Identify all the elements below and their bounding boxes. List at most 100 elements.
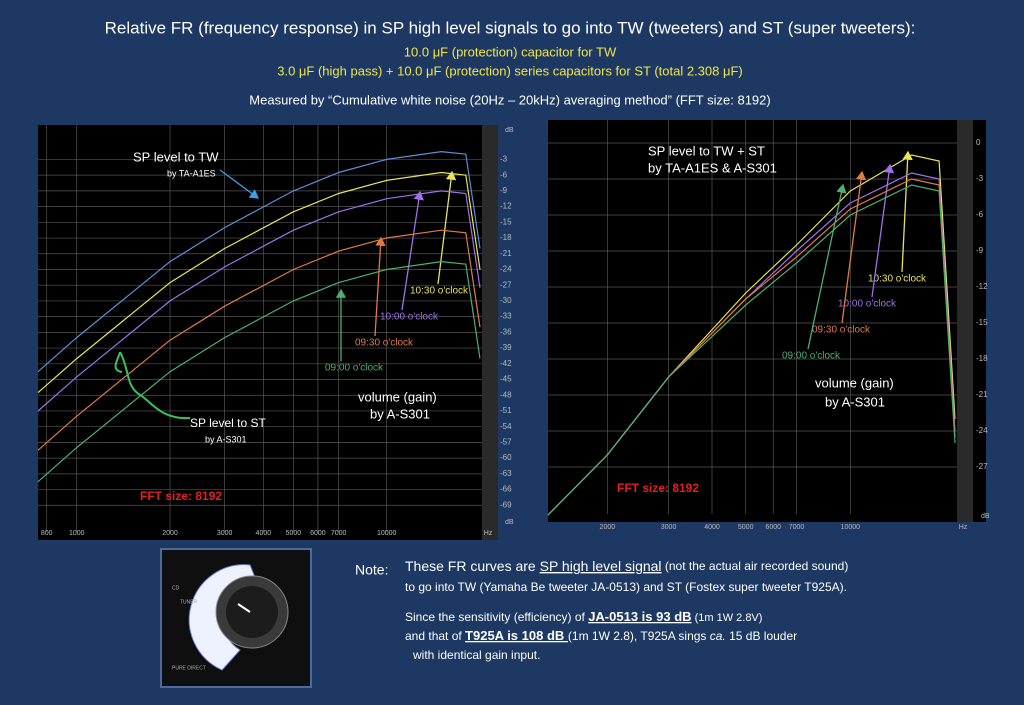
x-tick-label: 5000: [286, 530, 302, 537]
note-label: Note:: [355, 562, 388, 578]
subtitle: 10.0 μF (protection) capacitor for TW: [404, 44, 617, 59]
series-label: 10:00 o'clock: [380, 312, 439, 323]
y-tick-label: -12: [500, 202, 512, 211]
axis-unit: dB: [981, 513, 990, 520]
subtitle: 3.0 μF (high pass) + 10.0 μF (protection…: [277, 63, 743, 78]
y-tick-label: -15: [500, 217, 512, 226]
subtitle: Measured by “Cumulative white noise (20H…: [249, 92, 770, 107]
x-tick-label: 3000: [217, 530, 233, 537]
annotation: FFT size: 8192: [617, 481, 699, 495]
x-tick-label: 5000: [738, 524, 754, 531]
y-tick-label: -27: [500, 280, 512, 289]
x-tick-label: 3000: [661, 524, 677, 531]
series-line: [37, 260, 481, 483]
y-tick-label: -57: [500, 438, 512, 447]
note-text: (1m 1W 2.8V): [692, 612, 763, 624]
y-tick-label: -36: [500, 327, 512, 336]
annotation: by A-S301: [825, 394, 885, 409]
note-text: and that of T925A is 108 dB (1m 1W 2.8),…: [405, 628, 797, 643]
annotation: FFT size: 8192: [140, 489, 222, 503]
plot-frame: [548, 120, 986, 522]
note-text: SP high level signal: [540, 558, 662, 574]
y-tick-label: 0: [976, 138, 981, 147]
series-label: 09:30 o'clock: [355, 338, 414, 349]
title: Relative FR (frequency response) in SP h…: [105, 18, 916, 37]
y-tick-label: -18: [976, 354, 988, 363]
note-text: ca.: [710, 629, 726, 643]
x-tick-label: 10000: [377, 530, 397, 537]
series-line: [547, 184, 956, 516]
annotation: SP level to TW + ST: [648, 143, 765, 158]
arrow: [901, 150, 913, 273]
series-label: 10:30 o'clock: [410, 286, 469, 297]
y-tick-label: -24: [976, 426, 988, 435]
arrow: [437, 170, 457, 285]
axis-unit: Hz: [959, 524, 968, 531]
y-tick-label: -33: [500, 312, 512, 321]
y-tick-label: -15: [976, 318, 988, 327]
y-tick-label: -3: [500, 155, 508, 164]
annotation: by A-S301: [370, 406, 430, 421]
y-tick-label: -45: [500, 375, 512, 384]
y-tick-label: -6: [976, 210, 984, 219]
annotation: by A-S301: [205, 434, 247, 444]
y-tick-label: -63: [500, 469, 512, 478]
arrow: [841, 170, 867, 324]
note-text: These FR curves are: [405, 558, 540, 574]
y-tick-label: -60: [500, 453, 512, 462]
photo-label: CD: [172, 585, 180, 591]
x-tick-label: 6000: [310, 530, 326, 537]
x-tick-label: 800: [41, 530, 53, 537]
x-tick-label: 1000: [69, 530, 85, 537]
note-text: (1m 1W 2.8), T925A sings: [568, 629, 710, 643]
note-text: T925A is 108 dB: [465, 628, 568, 643]
y-tick-label: -54: [500, 422, 512, 431]
axis-strip: [957, 120, 973, 522]
annotation: by TA-A1ES & A-S301: [648, 160, 777, 175]
x-tick-label: 4000: [704, 524, 720, 531]
y-tick-label: -3: [976, 174, 984, 183]
y-tick-label: -51: [500, 406, 512, 415]
y-tick-label: -39: [500, 343, 512, 352]
y-tick-label: -30: [500, 296, 512, 305]
series-label: 09:30 o'clock: [812, 325, 871, 336]
x-tick-label: 7000: [789, 524, 805, 531]
photo-label: TUNER: [180, 599, 198, 605]
annotation: SP level to ST: [190, 416, 266, 430]
axis-unit: dB: [505, 519, 514, 526]
y-tick-label: -18: [500, 233, 512, 242]
y-tick-label: -12: [976, 282, 988, 291]
note-text: to go into TW (Yamaha Be tweeter JA-0513…: [405, 580, 847, 594]
note-text: Since the sensitivity (efficiency) of: [405, 610, 588, 624]
series-label: SP level to TW: [133, 149, 219, 164]
annotation: volume (gain): [815, 375, 894, 390]
arrow: [807, 183, 847, 350]
x-tick-label: 2000: [162, 530, 178, 537]
x-tick-label: 7000: [331, 530, 347, 537]
note-text: and that of: [405, 629, 465, 643]
arrow: [374, 236, 386, 337]
note-text: These FR curves are SP high level signal…: [405, 558, 848, 574]
knob-pointer: [237, 603, 251, 613]
y-tick-label: -69: [500, 500, 512, 509]
bracket: [114, 351, 191, 420]
arrow: [219, 169, 260, 199]
axis-strip: [482, 125, 498, 540]
y-tick-label: -6: [500, 170, 508, 179]
series-label: 10:00 o'clock: [838, 299, 897, 310]
photo-label: PURE DIRECT: [172, 665, 206, 671]
y-tick-label: -42: [500, 359, 512, 368]
y-tick-label: -27: [976, 462, 988, 471]
note-text: 15 dB louder: [726, 629, 797, 643]
series-line: [37, 190, 481, 412]
y-tick-label: -9: [500, 186, 508, 195]
photo: CD TUNER PURE DIRECT: [160, 548, 312, 688]
y-tick-label: -21: [976, 390, 988, 399]
annotation: by TA-A1ES: [167, 168, 216, 178]
arrow: [401, 190, 424, 311]
y-tick-label: -9: [976, 246, 984, 255]
x-tick-label: 2000: [600, 524, 616, 531]
note-text: with identical gain input.: [412, 648, 540, 662]
x-tick-label: 6000: [765, 524, 781, 531]
